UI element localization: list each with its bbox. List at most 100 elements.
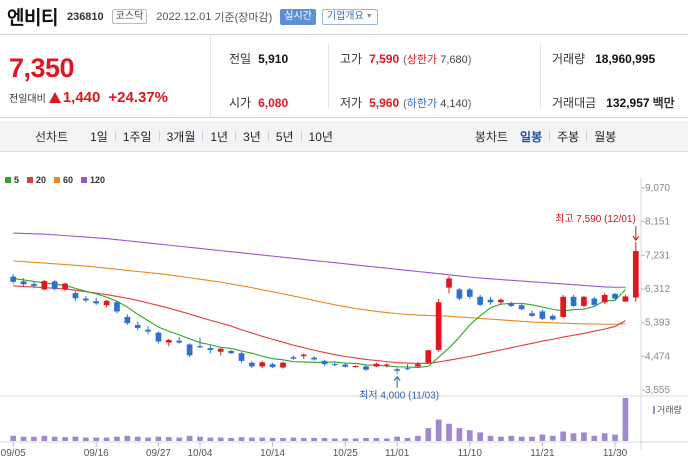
volume-bar xyxy=(311,437,317,441)
volume-bar xyxy=(508,435,515,441)
y-tick-label: 6,312 xyxy=(645,284,670,295)
volume-bar xyxy=(228,437,234,441)
divider xyxy=(328,43,329,109)
x-tick-label: 10/14 xyxy=(260,448,285,458)
upper-limit-value: 7,680 xyxy=(440,54,468,66)
y-tick-label: 3,555 xyxy=(645,385,670,396)
up-triangle-icon xyxy=(48,92,61,103)
high-arrowhead xyxy=(632,235,640,242)
period-5-years[interactable]: 5년 xyxy=(275,129,294,144)
candle-body xyxy=(425,350,432,363)
candle-body xyxy=(539,311,546,319)
price-change: 전일대비 1,440 +24.37% xyxy=(9,89,168,106)
candle-body xyxy=(176,340,183,343)
volume-bar xyxy=(591,435,598,441)
low-stat: 저가 5,960 (하한가 4,140) xyxy=(340,94,471,111)
volume-bar xyxy=(186,435,193,441)
legend-ma60: 60 xyxy=(54,175,73,185)
candle-body xyxy=(238,353,245,361)
period-3-months[interactable]: 3개월 xyxy=(166,129,196,144)
volume-bar xyxy=(425,428,432,441)
volume-bar xyxy=(518,436,525,441)
volume-bar xyxy=(415,435,421,441)
candle-body xyxy=(498,299,504,303)
candle-body xyxy=(394,369,400,371)
volume-bar xyxy=(456,428,463,441)
volume-bar xyxy=(570,433,577,441)
candle-body xyxy=(280,362,286,368)
period-1-year[interactable]: 1년 xyxy=(210,129,229,144)
volume-bar xyxy=(51,436,58,441)
candle-body xyxy=(518,305,525,310)
period-1-day[interactable]: 1일 xyxy=(90,129,108,144)
volume-bar xyxy=(383,438,390,441)
legend-swatch xyxy=(27,177,34,183)
candle-body xyxy=(591,298,598,305)
x-tick-label: 10/25 xyxy=(333,448,358,458)
low-label: 저가 xyxy=(340,96,363,110)
candlestick-chart[interactable]: 9,070 8,151 7,231 6,312 5,393 4,474 3,555 09/05… xyxy=(0,158,688,458)
volume-bar xyxy=(82,437,89,441)
x-tick-label: 11/21 xyxy=(530,448,555,458)
open-value: 6,080 xyxy=(258,96,289,110)
period-monthly-candle[interactable]: 월봉 xyxy=(594,129,617,144)
candle-body xyxy=(165,340,172,343)
realtime-button[interactable]: 실시간 xyxy=(280,8,316,25)
volume-bar xyxy=(342,438,349,441)
volume-bar xyxy=(93,437,100,441)
candle-body xyxy=(466,289,473,297)
low-arrowhead xyxy=(393,375,401,382)
volume-bar xyxy=(62,437,68,441)
volume-bar xyxy=(124,435,131,441)
candle-body xyxy=(155,332,162,342)
candle-body xyxy=(612,293,618,299)
volume-bar xyxy=(612,434,618,441)
volume-bar xyxy=(197,436,203,441)
volume-bar xyxy=(207,437,214,441)
volume-bar xyxy=(539,434,546,441)
prev-close-value: 5,910 xyxy=(258,52,289,66)
x-tick-label: 10/04 xyxy=(187,448,212,458)
volume-bar xyxy=(446,423,452,441)
high-stat: 고가 7,590 (상한가 7,680) xyxy=(340,50,471,67)
open-stat: 시가 6,080 xyxy=(229,94,288,111)
legend-ma5: 5 xyxy=(5,175,19,185)
volume-bar xyxy=(622,398,629,441)
candle-body xyxy=(72,293,79,299)
candle-body xyxy=(404,368,411,370)
candle-body xyxy=(383,364,390,366)
period-10-years[interactable]: 10년 xyxy=(308,129,333,144)
period-1-week[interactable]: 1주일 xyxy=(122,129,152,144)
volume-bar xyxy=(477,432,484,441)
upper-limit: (상한가 7,680) xyxy=(403,54,472,66)
period-weekly-candle[interactable]: 주봉 xyxy=(557,129,580,144)
candle-body xyxy=(311,357,317,360)
x-tick-label: 09/05 xyxy=(1,448,26,458)
candle-body xyxy=(41,281,48,290)
candle-body xyxy=(124,316,131,324)
volume-bar xyxy=(394,436,400,441)
candle-body xyxy=(415,364,421,367)
amount-label: 거래대금 xyxy=(552,96,597,110)
lower-limit-value: 4,140 xyxy=(440,98,468,110)
volume-bar xyxy=(300,437,307,441)
candle-body xyxy=(300,354,307,357)
x-tick-label: 11/10 xyxy=(458,448,483,458)
lower-limit-label: 하한가 xyxy=(406,98,438,110)
candle-body xyxy=(228,350,234,354)
volume-bar xyxy=(404,437,411,441)
volume-bar xyxy=(290,437,297,441)
volume-bar xyxy=(176,437,183,441)
volume-bar xyxy=(20,436,27,441)
candle-body xyxy=(82,298,89,301)
amount-unit: 백만 xyxy=(652,96,675,110)
volume-label: 거래량 xyxy=(552,52,586,66)
company-overview-button[interactable]: 기업개요 ▼ xyxy=(321,8,378,25)
volume-bar xyxy=(31,436,37,441)
volume-bar xyxy=(145,437,151,441)
period-daily-candle[interactable]: 일봉 xyxy=(520,129,543,144)
candle-body xyxy=(352,366,359,368)
period-3-years[interactable]: 3년 xyxy=(243,129,261,144)
open-label: 시가 xyxy=(229,96,252,110)
ma-legend: 5 20 60 120 xyxy=(5,175,113,185)
